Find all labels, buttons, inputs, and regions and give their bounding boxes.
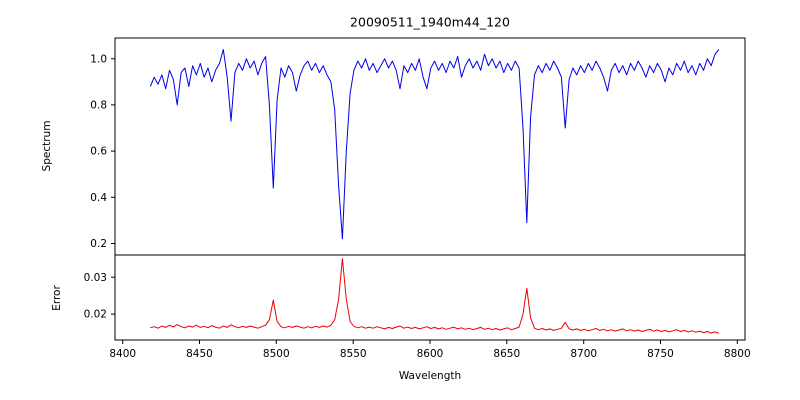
x-tick-label: 8550: [340, 348, 367, 360]
x-tick-label: 8750: [647, 348, 674, 360]
x-tick-label: 8800: [724, 348, 751, 360]
y-tick-label: 0.02: [84, 309, 107, 321]
yaxis-label-error: Error: [51, 285, 63, 311]
yaxis-label-spectrum: Spectrum: [41, 120, 53, 172]
error-series-line: [150, 258, 720, 334]
y-tick-label: 0.03: [84, 272, 107, 284]
xaxis-label: Wavelength: [398, 370, 462, 382]
chart-title: 20090511_1940m44_120: [350, 14, 510, 30]
y-tick-label: 0.2: [90, 238, 107, 250]
x-tick-label: 8500: [263, 348, 290, 360]
y-tick-label: 0.6: [90, 146, 107, 158]
y-tick-label: 0.4: [90, 192, 107, 204]
y-tick-label: 0.8: [90, 99, 107, 111]
x-tick-label: 8700: [570, 348, 597, 360]
x-tick-label: 8650: [493, 348, 520, 360]
y-tick-label: 1.0: [90, 53, 107, 65]
x-tick-label: 8450: [186, 348, 213, 360]
spectrum-series-line: [149, 49, 720, 240]
x-tick-label: 8600: [417, 348, 444, 360]
x-tick-label: 8400: [109, 348, 136, 360]
